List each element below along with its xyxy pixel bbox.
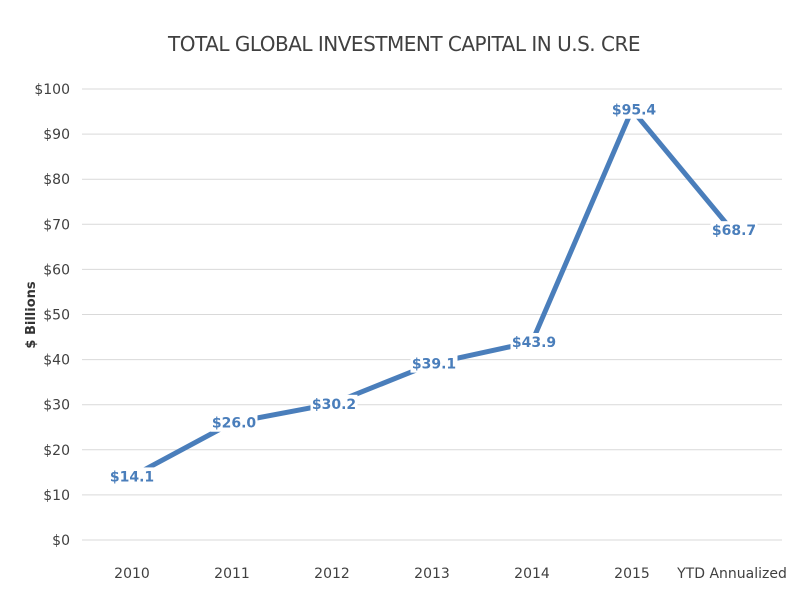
data-label: $43.9	[512, 335, 556, 351]
data-labels: $14.1 $26.0 $30.2 $39.1 $43.9 $95.4 $68.7	[108, 100, 758, 486]
x-tick-label: 2011	[214, 566, 250, 582]
x-tick-label: 2014	[514, 566, 550, 582]
data-label: $26.0	[212, 416, 257, 432]
data-label-background	[210, 413, 258, 432]
x-tick-label: 2013	[414, 566, 450, 582]
data-label: $95.4	[612, 103, 657, 119]
data-label-background	[108, 467, 156, 486]
chart-title: TOTAL GLOBAL INVESTMENT CAPITAL IN U.S. …	[167, 32, 640, 56]
data-label: $30.2	[312, 397, 356, 413]
data-label: $39.1	[412, 357, 456, 373]
y-tick-label: $10	[43, 488, 70, 504]
data-label-background	[610, 100, 658, 119]
y-tick-label: $100	[34, 82, 70, 98]
y-tick-label: $90	[43, 127, 70, 143]
x-axis-ticks: 2010 2011 2012 2013 2014 2015 YTD Annualized	[114, 566, 787, 582]
data-label-background	[510, 333, 558, 352]
y-tick-label: $20	[43, 443, 70, 459]
x-tick-label: 2010	[114, 566, 150, 582]
data-label-background	[410, 354, 458, 373]
data-label-background	[310, 394, 358, 413]
x-tick-label: 2015	[614, 566, 650, 582]
data-label: $68.7	[712, 223, 756, 239]
y-axis-ticks: $0 $10 $20 $30 $40 $50 $60 $70 $80 $90 $100	[34, 82, 70, 549]
y-tick-label: $0	[52, 533, 70, 549]
data-label-background	[710, 221, 758, 240]
y-tick-label: $50	[43, 308, 70, 324]
y-tick-label: $40	[43, 353, 70, 369]
y-tick-label: $70	[43, 217, 70, 233]
y-tick-label: $60	[43, 262, 70, 278]
y-axis-label: $ Billions	[24, 281, 39, 348]
x-tick-label: YTD Annualized	[676, 566, 787, 582]
data-label: $14.1	[110, 469, 154, 485]
y-tick-label: $80	[43, 172, 70, 188]
x-tick-label: 2012	[314, 566, 350, 582]
y-tick-label: $30	[43, 398, 70, 414]
